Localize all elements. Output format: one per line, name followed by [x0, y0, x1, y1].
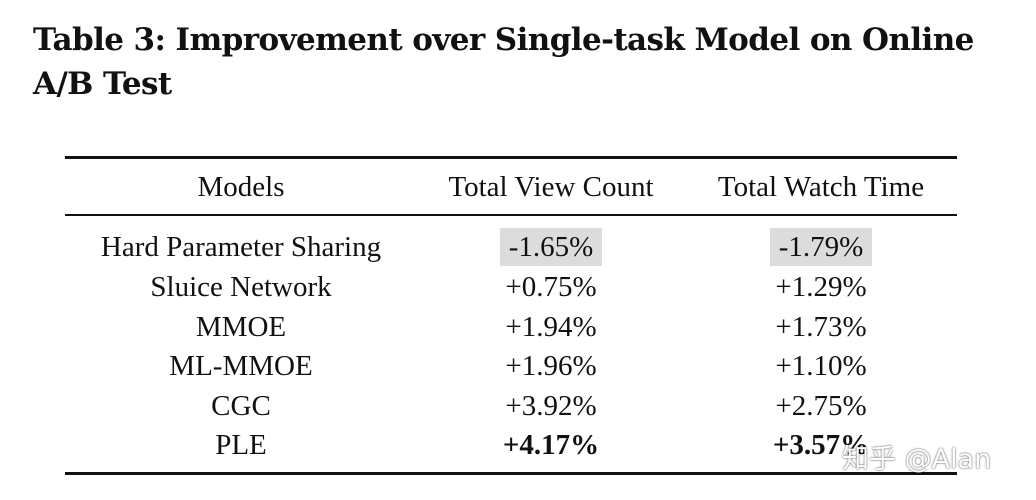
- row-watch-cell: +1.10%: [685, 347, 957, 385]
- watch-value: -1.79%: [769, 228, 873, 266]
- view-value: +1.94%: [505, 311, 597, 343]
- row-model-hard-parameter-sharing: Hard Parameter Sharing: [100, 231, 382, 263]
- row-view-cell: +4.17%: [417, 426, 685, 464]
- watch-value: +3.57%: [772, 429, 870, 461]
- view-value: +3.92%: [505, 390, 597, 422]
- row-model-ple: PLE: [215, 429, 267, 461]
- row-view-cell: +1.94%: [417, 308, 685, 346]
- row-model-ml-mmoe: ML-MMOE: [169, 350, 313, 382]
- row-watch-cell: +2.75%: [685, 387, 957, 425]
- header-total-view-count: Total View Count: [448, 171, 654, 203]
- watermark-text: 知乎 @Alan: [842, 444, 992, 475]
- watch-value: +1.29%: [775, 271, 867, 303]
- row-watch-cell: +3.57%: [685, 426, 957, 464]
- view-value: +4.17%: [502, 429, 600, 461]
- table-caption: Table 3: Improvement over Single-task Mo…: [33, 22, 974, 102]
- row-model-cgc: CGC: [211, 390, 271, 422]
- header-models: Models: [197, 171, 285, 203]
- row-model-mmoe: MMOE: [195, 311, 287, 343]
- row-view-cell: +1.96%: [417, 347, 685, 385]
- table-bottom-rule: [65, 472, 957, 475]
- watch-value: +1.10%: [775, 350, 867, 382]
- view-value: -1.65%: [499, 228, 603, 266]
- row-view-cell: +0.75%: [417, 268, 685, 306]
- table-header-rule: [65, 214, 957, 216]
- header-total-watch-time: Total Watch Time: [717, 171, 925, 203]
- row-model-sluice-network: Sluice Network: [150, 271, 332, 303]
- row-watch-cell: +1.29%: [685, 268, 957, 306]
- table-top-rule: [65, 156, 957, 159]
- view-value: +0.75%: [505, 271, 597, 303]
- watch-value: +1.73%: [775, 311, 867, 343]
- row-watch-cell: -1.79%: [685, 228, 957, 266]
- watch-value: +2.75%: [775, 390, 867, 422]
- row-watch-cell: +1.73%: [685, 308, 957, 346]
- row-view-cell: +3.92%: [417, 387, 685, 425]
- row-view-cell: -1.65%: [417, 228, 685, 266]
- view-value: +1.96%: [505, 350, 597, 382]
